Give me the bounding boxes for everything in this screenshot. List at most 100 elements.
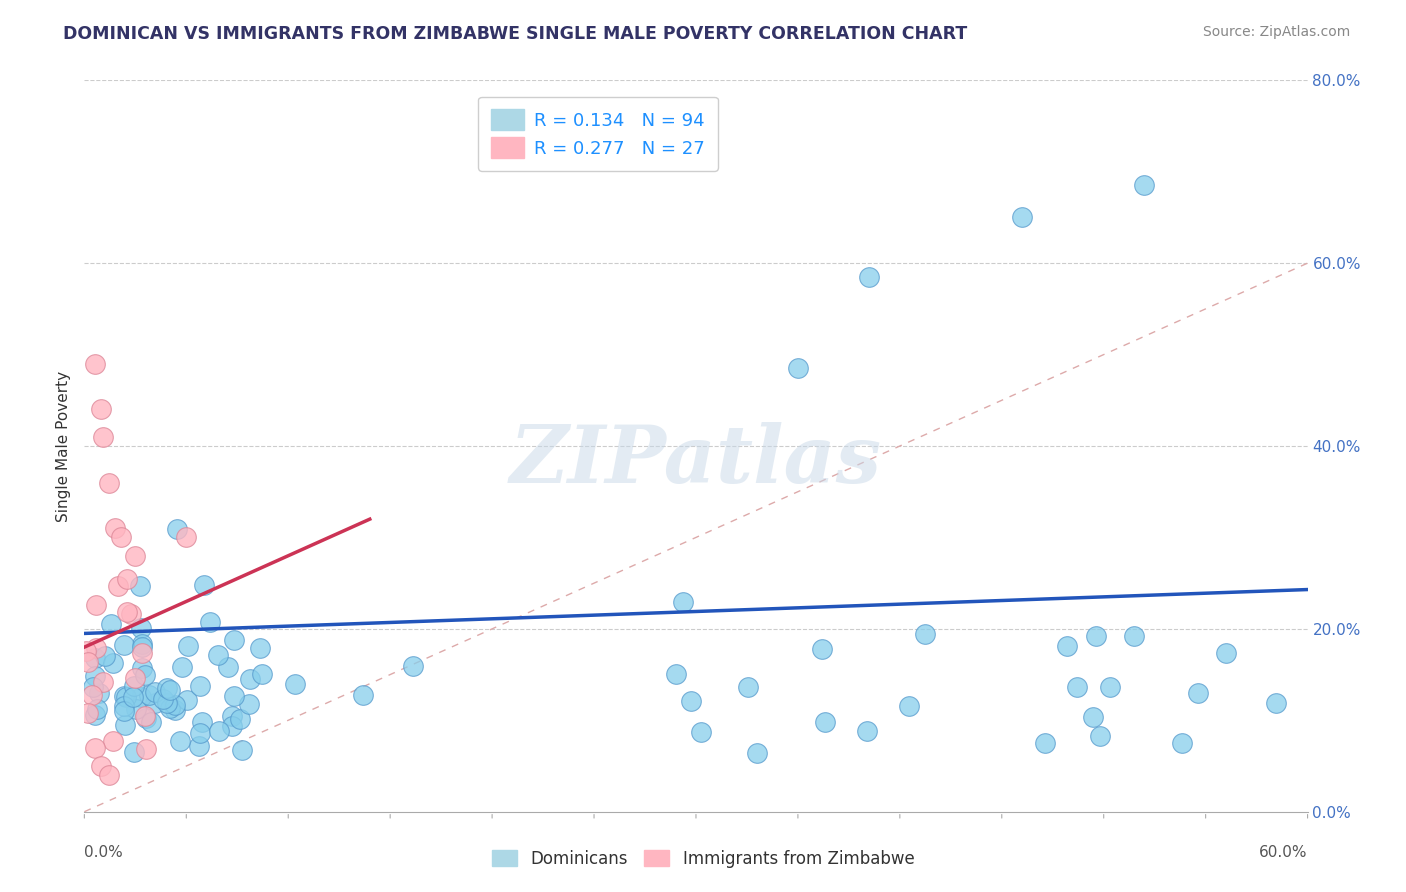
Point: [83, 740, 105, 755]
Point: [1187, 686, 1209, 700]
Point: [115, 605, 138, 619]
Point: [176, 693, 198, 707]
Point: [229, 712, 252, 726]
Point: [855, 724, 877, 739]
Point: [810, 642, 832, 657]
Point: [745, 747, 768, 761]
Point: [107, 579, 129, 593]
Point: [689, 725, 711, 739]
Point: [112, 690, 135, 704]
Point: [114, 718, 136, 732]
Point: [134, 668, 156, 682]
Point: [104, 521, 127, 535]
Point: [97, 768, 120, 782]
Point: [124, 671, 146, 685]
Point: [898, 699, 921, 714]
Point: [131, 640, 153, 654]
Point: [1099, 680, 1122, 694]
Point: [914, 627, 936, 641]
Point: [120, 607, 142, 622]
Point: [97, 475, 120, 490]
Point: [100, 616, 122, 631]
Point: [101, 656, 124, 670]
Point: [87, 686, 110, 700]
Point: [814, 714, 837, 729]
Point: [672, 595, 695, 609]
Point: [125, 701, 148, 715]
Point: [188, 679, 211, 693]
Point: [188, 726, 211, 740]
Point: [188, 739, 211, 754]
Point: [665, 667, 688, 681]
Point: [221, 719, 243, 733]
Point: [124, 549, 146, 563]
Point: [1090, 729, 1112, 743]
Point: [737, 680, 759, 694]
Point: [1066, 680, 1088, 694]
Point: [115, 572, 138, 586]
Point: [174, 530, 197, 544]
Point: [128, 578, 150, 592]
Text: ZIPatlas: ZIPatlas: [510, 422, 882, 500]
Point: [1171, 736, 1194, 750]
Point: [83, 357, 105, 371]
Point: [84, 650, 107, 665]
Point: [165, 698, 187, 712]
Point: [208, 724, 231, 739]
Point: [114, 638, 136, 652]
Point: [231, 743, 253, 757]
Point: [90, 759, 112, 773]
Text: DOMINICAN VS IMMIGRANTS FROM ZIMBABWE SINGLE MALE POVERTY CORRELATION CHART: DOMINICAN VS IMMIGRANTS FROM ZIMBABWE SI…: [63, 25, 967, 43]
Point: [1056, 639, 1078, 653]
Point: [131, 637, 153, 651]
Point: [122, 679, 145, 693]
Point: [101, 734, 124, 748]
Point: [77, 655, 100, 669]
Point: [679, 693, 702, 707]
Point: [84, 708, 107, 723]
Point: [284, 677, 307, 691]
Point: [121, 690, 143, 705]
Point: [239, 672, 262, 686]
Point: [224, 690, 246, 704]
Point: [129, 621, 152, 635]
Point: [110, 530, 132, 544]
Point: [86, 702, 108, 716]
Point: [787, 361, 810, 376]
Legend: Dominicans, Immigrants from Zimbabwe: Dominicans, Immigrants from Zimbabwe: [485, 844, 921, 875]
Point: [94, 649, 117, 664]
Point: [135, 742, 157, 756]
Point: [152, 691, 174, 706]
Point: [75, 644, 97, 658]
Y-axis label: Single Male Poverty: Single Male Poverty: [56, 370, 72, 522]
Point: [238, 697, 260, 711]
Point: [115, 690, 138, 704]
Point: [84, 599, 107, 613]
Point: [191, 715, 214, 730]
Text: Source: ZipAtlas.com: Source: ZipAtlas.com: [1202, 25, 1350, 39]
Point: [222, 632, 245, 647]
Point: [1215, 647, 1237, 661]
Point: [134, 709, 156, 723]
Point: [352, 688, 374, 702]
Point: [402, 659, 425, 673]
Point: [169, 734, 191, 748]
Point: [156, 696, 179, 710]
Point: [84, 640, 107, 655]
Point: [159, 683, 181, 698]
Point: [138, 688, 160, 702]
Point: [145, 685, 167, 699]
Point: [217, 660, 239, 674]
Point: [82, 689, 104, 703]
Point: [193, 578, 215, 592]
Point: [1033, 737, 1056, 751]
Point: [177, 639, 200, 653]
Point: [1265, 696, 1288, 710]
Point: [1011, 211, 1033, 225]
Point: [166, 522, 188, 536]
Point: [1085, 629, 1108, 643]
Point: [131, 646, 153, 660]
Point: [84, 669, 107, 683]
Point: [1133, 178, 1156, 193]
Point: [156, 681, 179, 695]
